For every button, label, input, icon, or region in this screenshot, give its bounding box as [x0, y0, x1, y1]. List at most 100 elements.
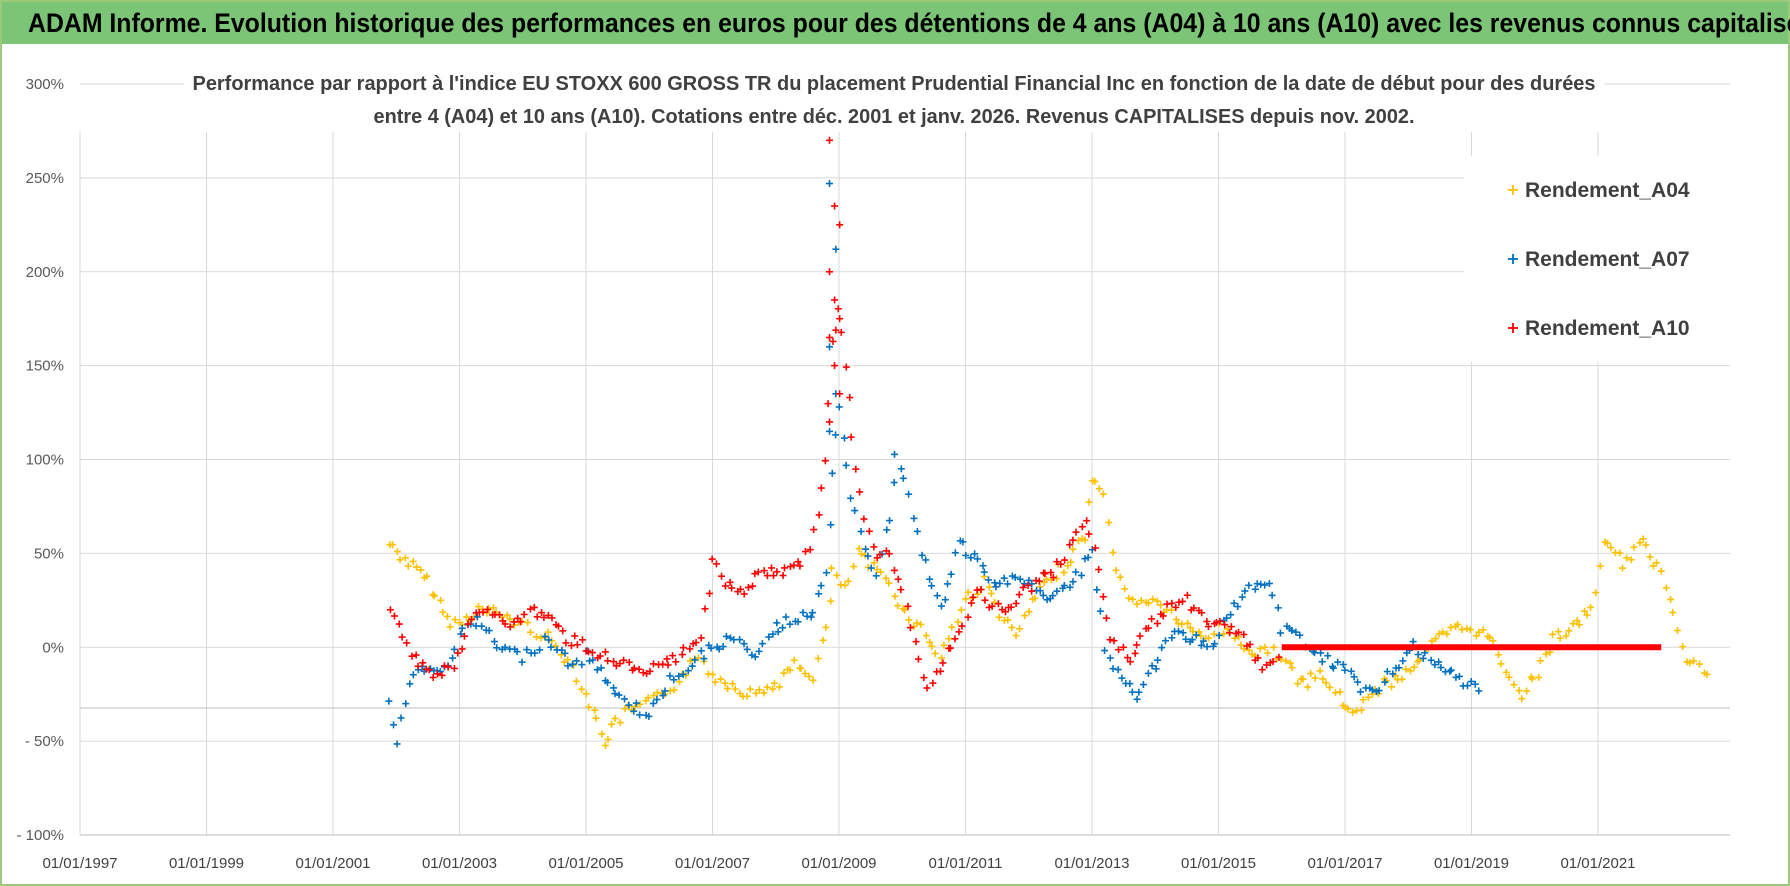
data-point	[1112, 566, 1120, 574]
data-point	[397, 714, 405, 722]
data-point	[938, 654, 946, 662]
data-point	[569, 660, 577, 668]
data-point	[1137, 597, 1145, 605]
data-point	[430, 592, 438, 600]
data-point	[1126, 680, 1134, 688]
data-point	[837, 328, 845, 336]
data-point	[1152, 665, 1160, 673]
data-point	[1148, 615, 1156, 623]
data-point	[905, 490, 913, 498]
data-point	[718, 572, 726, 580]
data-point	[686, 657, 694, 665]
data-point	[684, 667, 692, 675]
data-point	[1099, 593, 1107, 601]
data-point	[616, 719, 624, 727]
data-point	[995, 613, 1003, 621]
data-point	[1427, 656, 1435, 664]
data-point	[1636, 539, 1644, 547]
data-point	[847, 494, 855, 502]
data-point	[611, 690, 619, 698]
data-point	[1447, 623, 1455, 631]
data-point	[635, 665, 643, 673]
data-point	[506, 623, 514, 631]
data-point	[1128, 688, 1136, 696]
data-point	[1339, 661, 1347, 669]
data-point	[826, 343, 834, 351]
data-point	[928, 642, 936, 650]
data-point	[796, 562, 804, 570]
data-point	[721, 582, 729, 590]
data-point	[1264, 649, 1272, 657]
data-point	[650, 660, 658, 668]
data-point	[659, 660, 667, 668]
data-point	[897, 465, 905, 473]
data-point	[1406, 667, 1414, 675]
data-point	[478, 622, 486, 630]
data-point	[1016, 625, 1024, 633]
data-point	[913, 619, 921, 627]
data-point	[1263, 661, 1271, 669]
y-tick-label: - 100%	[16, 827, 64, 844]
data-point	[1231, 634, 1239, 642]
data-point	[1288, 627, 1296, 635]
data-point	[842, 461, 850, 469]
data-point	[501, 643, 509, 651]
data-point	[842, 363, 850, 371]
data-point	[1190, 604, 1198, 612]
data-point	[728, 584, 736, 592]
data-point	[948, 623, 956, 631]
data-point	[885, 579, 893, 587]
data-point	[847, 433, 855, 441]
data-point	[1627, 556, 1635, 564]
data-point	[1119, 643, 1127, 651]
data-point	[928, 582, 936, 590]
data-point	[1275, 653, 1283, 661]
data-point	[1299, 675, 1307, 683]
data-point	[670, 676, 678, 684]
data-point	[979, 562, 987, 570]
data-point	[1349, 708, 1357, 716]
data-point	[1060, 582, 1068, 590]
data-point	[1205, 634, 1213, 642]
data-point	[731, 685, 739, 693]
data-point	[940, 641, 948, 649]
data-point	[817, 582, 825, 590]
data-point	[573, 641, 581, 649]
data-point	[408, 652, 416, 660]
data-point	[429, 673, 437, 681]
data-point	[1452, 673, 1460, 681]
data-point	[840, 434, 848, 442]
data-point	[828, 469, 836, 477]
data-point	[1542, 650, 1550, 658]
data-point	[1179, 629, 1187, 637]
y-tick-label: 50%	[34, 545, 64, 562]
data-point	[1288, 664, 1296, 672]
data-point	[1254, 654, 1262, 662]
data-point	[765, 633, 773, 641]
data-point	[1159, 612, 1167, 620]
data-point	[992, 583, 1000, 591]
data-point	[1489, 637, 1497, 645]
data-point	[904, 602, 912, 610]
data-point	[611, 714, 619, 722]
data-point	[1334, 658, 1342, 666]
data-point	[870, 559, 878, 567]
data-point	[1004, 580, 1012, 588]
data-point	[434, 670, 442, 678]
data-point	[821, 457, 829, 465]
data-point	[1078, 523, 1086, 531]
data-point	[1331, 689, 1339, 697]
data-point	[1197, 632, 1205, 640]
data-point	[773, 568, 781, 576]
data-point	[573, 657, 581, 665]
data-point	[917, 620, 925, 628]
data-point	[544, 628, 552, 636]
data-point	[526, 628, 534, 636]
data-point	[1581, 607, 1589, 615]
data-point	[612, 662, 620, 670]
data-point	[1081, 555, 1089, 563]
data-point	[855, 545, 863, 553]
data-point	[1268, 591, 1276, 599]
data-point	[604, 679, 612, 687]
data-point	[826, 180, 834, 188]
